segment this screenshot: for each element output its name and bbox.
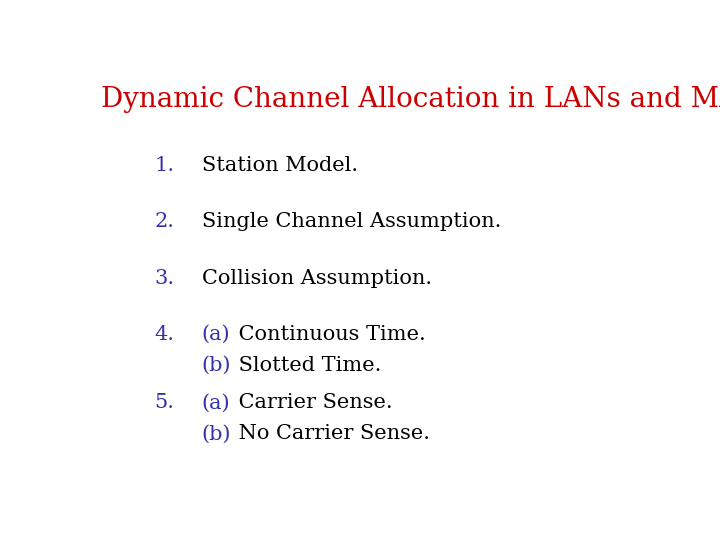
Text: 2.: 2. — [154, 212, 174, 232]
Text: No Carrier Sense.: No Carrier Sense. — [233, 424, 431, 443]
Text: 5.: 5. — [154, 393, 174, 412]
Text: Continuous Time.: Continuous Time. — [233, 325, 426, 343]
Text: (b): (b) — [202, 424, 231, 443]
Text: Collision Assumption.: Collision Assumption. — [202, 268, 432, 287]
Text: 3.: 3. — [154, 268, 174, 287]
Text: (a): (a) — [202, 393, 230, 412]
Text: Station Model.: Station Model. — [202, 156, 358, 176]
Text: Single Channel Assumption.: Single Channel Assumption. — [202, 212, 501, 232]
Text: (a): (a) — [202, 325, 230, 343]
Text: 4.: 4. — [154, 325, 174, 343]
Text: 1.: 1. — [154, 156, 174, 176]
Text: Slotted Time.: Slotted Time. — [233, 356, 382, 375]
Text: (b): (b) — [202, 356, 231, 375]
Text: Dynamic Channel Allocation in LANs and MANs: Dynamic Channel Allocation in LANs and M… — [101, 85, 720, 113]
Text: Carrier Sense.: Carrier Sense. — [233, 393, 393, 412]
